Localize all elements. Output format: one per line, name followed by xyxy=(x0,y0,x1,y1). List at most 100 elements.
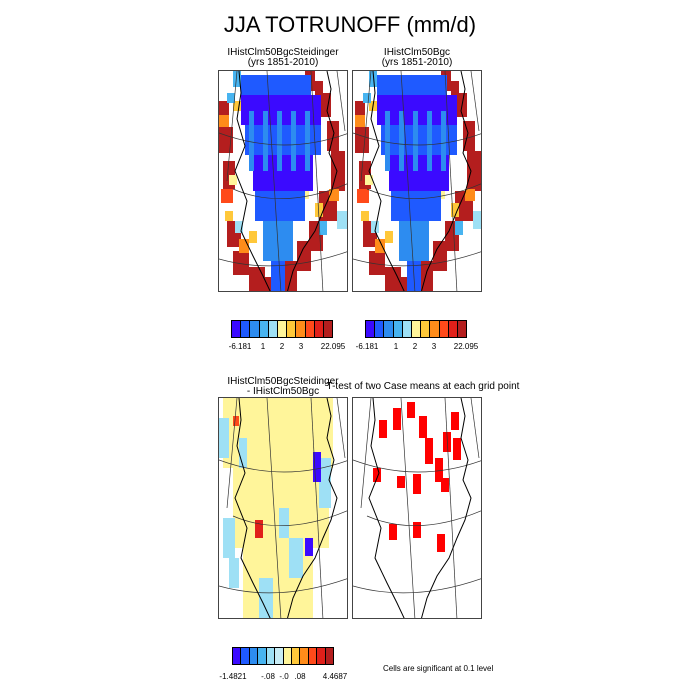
graticule-line xyxy=(353,251,481,267)
graticule-line xyxy=(219,578,347,594)
significant-cell xyxy=(413,522,421,538)
panel-2-title: IHistClm50Bgc (yrs 1851-2010) xyxy=(352,48,482,68)
colorbar-swatch xyxy=(249,648,259,664)
panel-2-title-line1: IHistClm50Bgc xyxy=(383,47,451,58)
significant-cell xyxy=(379,420,387,438)
panel-4-title: T-test of two Case means at each grid po… xyxy=(318,382,528,392)
graticule-line xyxy=(470,398,480,459)
cb1-label: 22.095 xyxy=(320,342,346,351)
grid-cell xyxy=(291,111,296,171)
colorbar-swatch xyxy=(308,648,318,664)
map-panel-difference xyxy=(218,397,348,619)
colorbar-swatch xyxy=(275,648,284,664)
cb1-label: 3 xyxy=(298,342,304,351)
grid-cell xyxy=(465,189,475,201)
colorbar-swatch xyxy=(233,648,242,664)
graticule-line xyxy=(360,398,372,509)
grid-cell xyxy=(371,221,379,233)
colorbar-swatch xyxy=(402,321,412,337)
coastline xyxy=(234,398,338,618)
graticule-line xyxy=(219,459,347,473)
graticule-line xyxy=(219,132,347,146)
grid-cell xyxy=(259,578,273,618)
grid-cell xyxy=(239,239,249,253)
colorbar-swatch xyxy=(384,321,394,337)
grid-cell xyxy=(229,175,237,185)
grid-cell xyxy=(235,221,243,233)
cb1-label: 2 xyxy=(279,342,285,351)
cb2-label: 1 xyxy=(393,342,399,351)
grid-cell xyxy=(441,111,446,171)
cb2-label: 22.095 xyxy=(453,342,479,351)
cb3-label: 4.4687 xyxy=(322,672,348,681)
greenland-map xyxy=(219,398,347,618)
graticule-line xyxy=(219,251,347,267)
grid-cell xyxy=(319,458,331,508)
grid-cell xyxy=(297,241,311,271)
grid-cell xyxy=(433,241,447,271)
grid-cell xyxy=(241,75,311,95)
grid-cell xyxy=(229,558,239,588)
colorbar-swatch xyxy=(314,321,324,337)
cb3-label: -.08 xyxy=(261,672,275,681)
grid-cell xyxy=(375,239,385,253)
grid-cell xyxy=(365,175,373,185)
cb3-label: -1.4821 xyxy=(219,672,247,681)
grid-cell xyxy=(451,81,459,95)
grid-cell xyxy=(385,111,390,171)
cb1-label: 1 xyxy=(260,342,266,351)
colorbar-swatch xyxy=(259,321,269,337)
colorbar-swatch xyxy=(283,648,292,664)
colorbar-swatch xyxy=(250,321,260,337)
significant-cell xyxy=(425,438,433,464)
colorbar-swatch xyxy=(317,648,326,664)
grid-cell xyxy=(315,203,323,217)
colorbar-swatch xyxy=(439,321,449,337)
greenland-map xyxy=(353,71,481,291)
colorbar-swatch xyxy=(268,321,278,337)
graticule-line xyxy=(336,398,346,459)
significant-cell xyxy=(389,524,397,540)
grid-cell xyxy=(399,111,404,171)
significant-cell xyxy=(451,412,459,430)
grid-cell xyxy=(239,438,247,468)
graticule-line xyxy=(366,183,481,200)
graticule-line xyxy=(226,71,238,182)
significant-cell xyxy=(413,474,421,494)
grid-cell xyxy=(219,127,233,153)
panel-3-title: IHistClm50BgcSteidinger - IHistClm50Bgc xyxy=(218,377,348,397)
colorbar-swatch xyxy=(241,321,251,337)
grid-cell xyxy=(467,151,481,191)
significant-cell xyxy=(443,432,451,452)
grid-cell xyxy=(249,231,257,243)
grid-cell xyxy=(305,111,310,171)
significant-cell xyxy=(435,458,443,482)
graticule-line xyxy=(226,398,238,509)
map-panel-bgc xyxy=(352,70,482,292)
map-panel-steidinger xyxy=(218,70,348,292)
colorbar-swatch xyxy=(287,321,297,337)
grid-cell xyxy=(319,93,331,117)
grid-cell xyxy=(221,189,233,203)
grid-cell xyxy=(463,121,475,151)
graticule-line xyxy=(310,71,324,291)
colorbar-bottom xyxy=(232,647,334,665)
grid-cell xyxy=(225,211,233,221)
panel-3-title-line2: - IHistClm50Bgc xyxy=(246,386,320,397)
colorbar-swatch xyxy=(296,321,306,337)
graticule-line xyxy=(232,510,347,527)
cb1-label: -6.181 xyxy=(228,342,252,351)
panel-2-title-line2: (yrs 1851-2010) xyxy=(381,57,453,68)
colorbar-swatch xyxy=(323,321,333,337)
grid-cell xyxy=(455,221,463,235)
grid-cell xyxy=(227,93,235,103)
colorbar-swatch xyxy=(366,321,376,337)
graticule-line xyxy=(353,578,481,594)
grid-cell xyxy=(255,520,263,538)
panel-3-title-line1: IHistClm50BgcSteidinger xyxy=(227,376,339,387)
grid-cell xyxy=(219,101,229,115)
grid-cell xyxy=(233,416,239,426)
grid-cell xyxy=(249,111,254,171)
grid-cell xyxy=(355,127,369,153)
panel-1-title-line2: (yrs 1851-2010) xyxy=(247,57,319,68)
